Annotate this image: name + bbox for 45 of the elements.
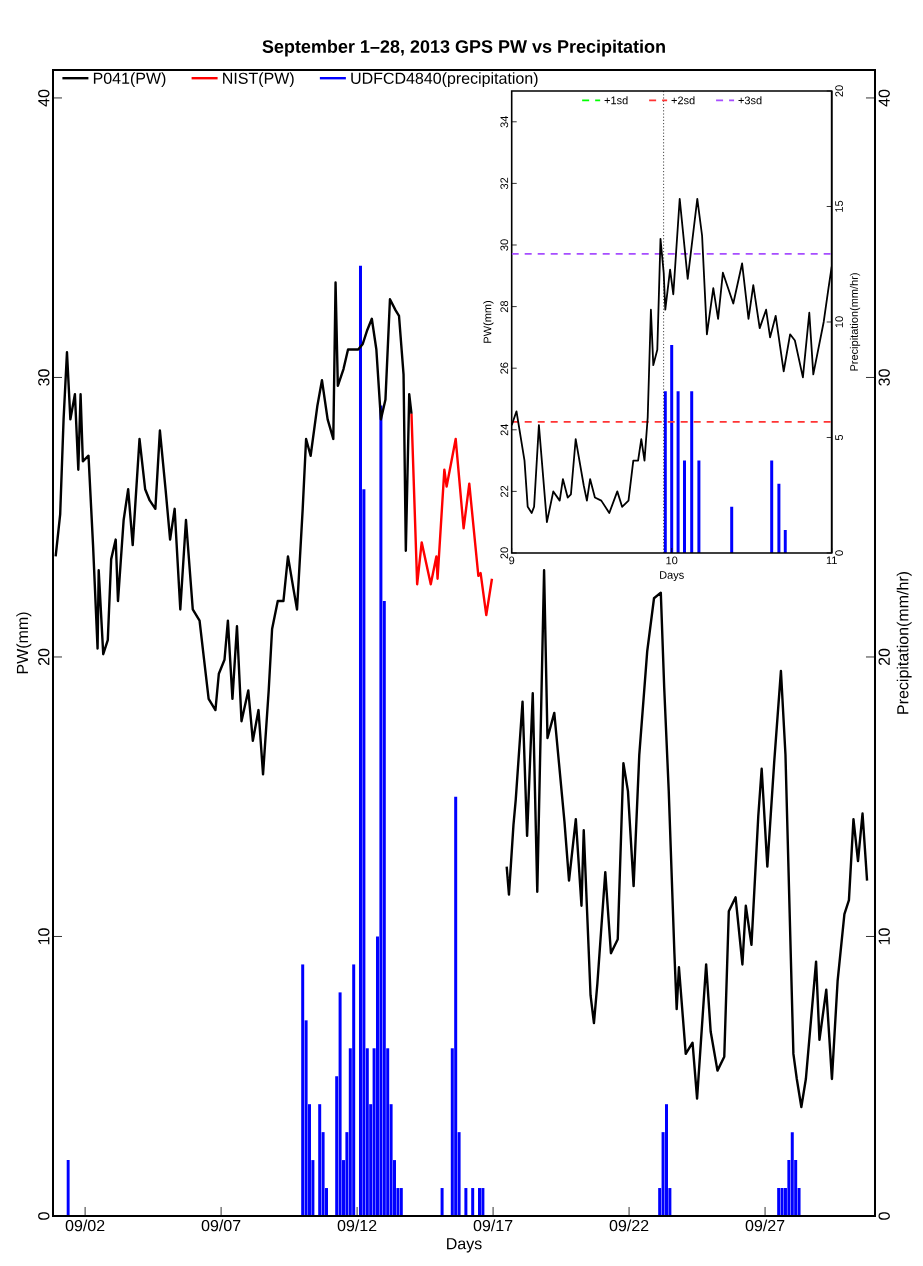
y-tick-label: 26 — [500, 362, 509, 374]
y-tick-label: 10 — [38, 928, 50, 945]
x-tick-label: 09/17 — [473, 1219, 513, 1232]
y2-tick-label: 20 — [835, 85, 844, 97]
y-tick-label: 34 — [500, 116, 509, 128]
legend-label: UDFCD4840(precipitation) — [351, 72, 538, 88]
x-tick-label: 11 — [826, 556, 837, 565]
y-tick-label: 0 — [38, 1212, 50, 1220]
y-axis-title: PW(mm) — [16, 612, 32, 674]
legend-label: NIST(PW) — [223, 72, 294, 88]
x-axis-title: Days — [447, 1238, 482, 1253]
legend-label: +3sd — [738, 96, 762, 105]
y2-axis-title: Precipitation(mm/hr) — [896, 572, 912, 714]
y2-axis-title: Precipitation(mm/hr) — [849, 273, 861, 371]
x-tick-label: 9 — [509, 556, 515, 565]
chart-title: September 1–28, 2013 GPS PW vs Precipitation — [262, 39, 665, 57]
y2-tick-label: 15 — [835, 200, 843, 212]
x-tick-label: 09/07 — [201, 1219, 241, 1232]
y-tick-label: 32 — [500, 177, 509, 190]
y2-tick-label: 0 — [835, 550, 844, 556]
y2-tick-label: 10 — [878, 928, 890, 945]
y-tick-label: 22 — [500, 485, 509, 497]
legend-label: +2sd — [671, 96, 695, 105]
x-tick-label: 09/12 — [337, 1219, 377, 1232]
y-tick-label: 30 — [38, 369, 50, 386]
y-tick-label: 20 — [500, 547, 509, 559]
x-axis-title: Days — [660, 571, 684, 582]
y-axis-title: PW(mm) — [483, 300, 494, 343]
y2-tick-label: 10 — [835, 316, 844, 328]
y-tick-label: 40 — [38, 89, 50, 107]
y2-tick-label: 30 — [878, 369, 890, 386]
x-tick-label: 09/02 — [65, 1219, 105, 1232]
x-tick-label: 10 — [666, 556, 678, 565]
legend-label: +1sd — [604, 96, 628, 105]
y-tick-label: 28 — [500, 300, 509, 313]
y2-tick-label: 5 — [835, 434, 843, 441]
x-tick-label: 09/22 — [609, 1219, 649, 1232]
x-tick-label: 09/27 — [745, 1219, 785, 1232]
y-tick-label: 30 — [500, 239, 509, 251]
y2-tick-label: 20 — [878, 648, 890, 666]
legend-label: P041(PW) — [93, 72, 166, 88]
y-tick-label: 20 — [38, 648, 50, 666]
y2-tick-label: 40 — [878, 89, 890, 107]
y2-tick-label: 0 — [878, 1212, 890, 1220]
y-tick-label: 24 — [500, 424, 509, 436]
